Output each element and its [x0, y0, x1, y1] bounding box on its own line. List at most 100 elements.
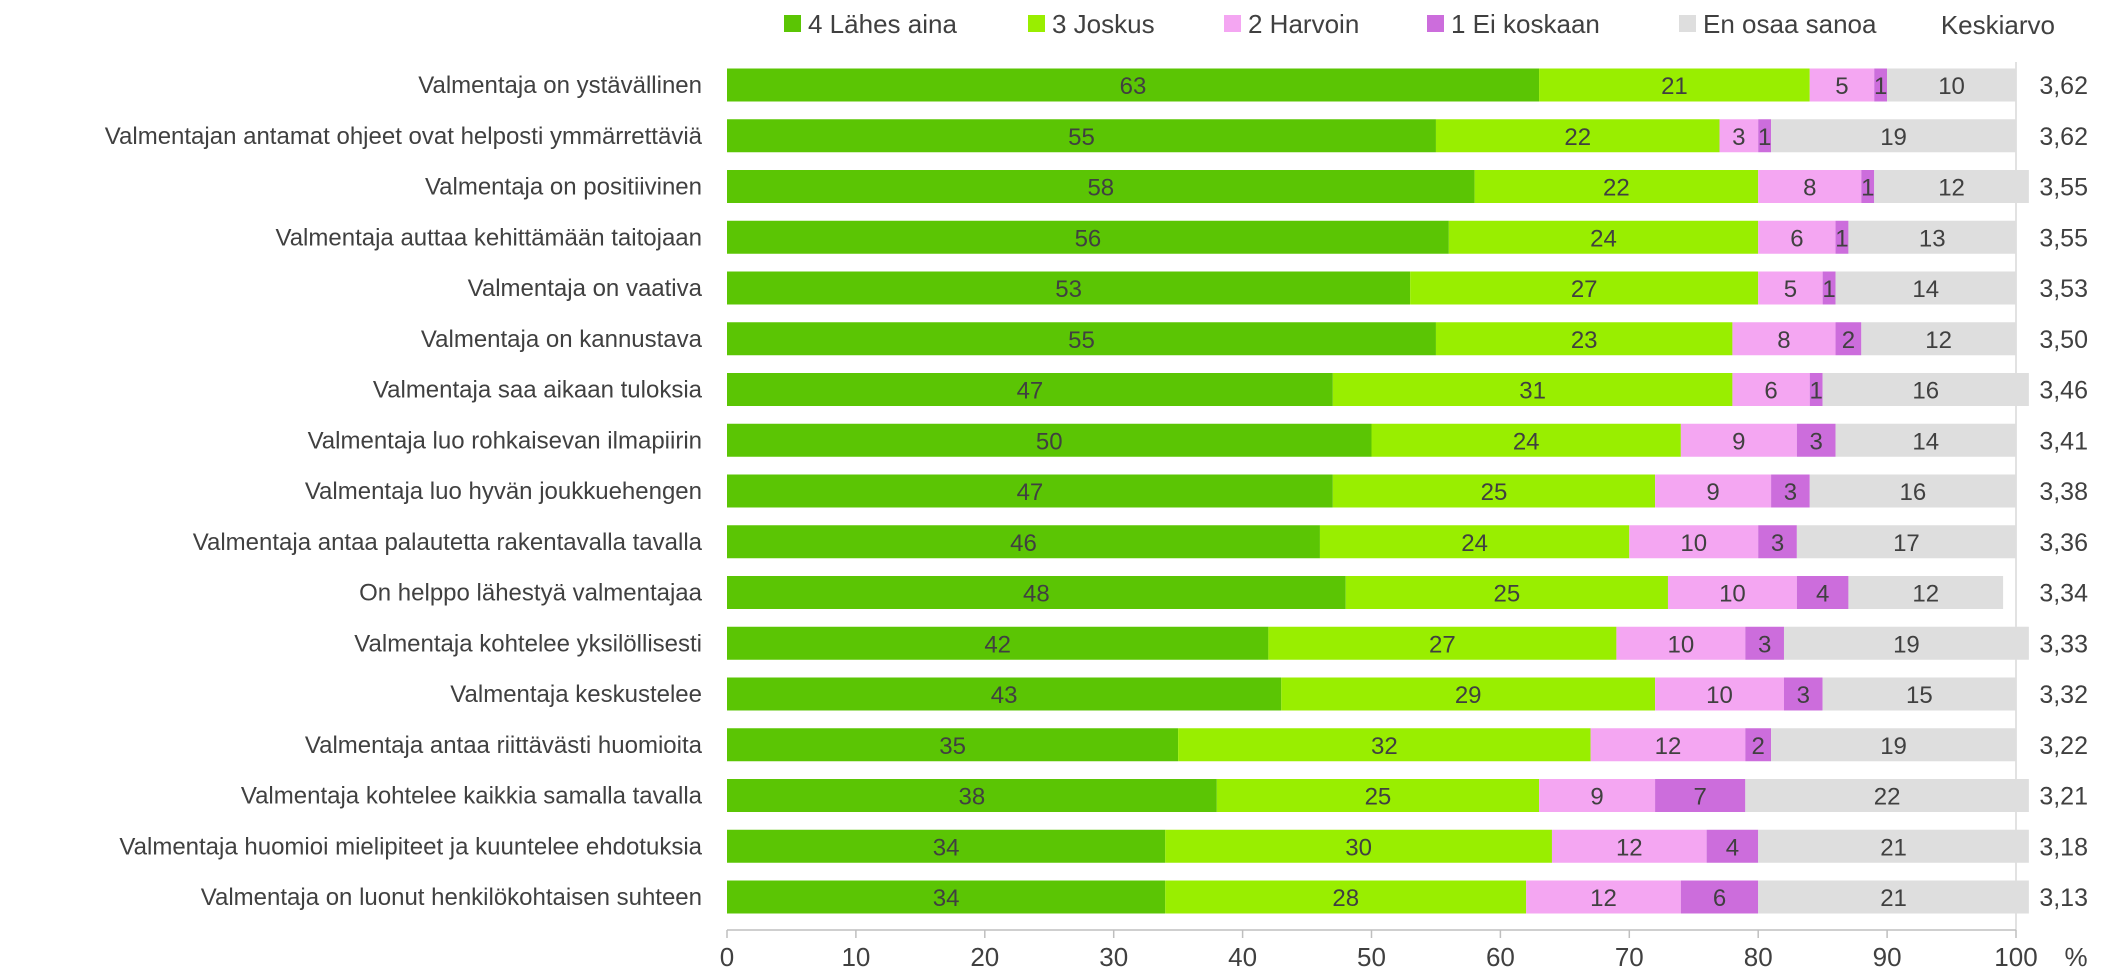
category-label: Valmentaja on luonut henkilökohtaisen su…: [201, 884, 702, 911]
data-label: 19: [1893, 631, 1920, 658]
legend-label: 2 Harvoin: [1248, 9, 1359, 39]
data-label: 1: [1810, 378, 1823, 405]
bar-row: 58 22 8 1 12: [727, 170, 2029, 203]
bar-segment: [1165, 880, 1527, 914]
data-label: 4: [1816, 581, 1829, 608]
bar-segment: [1268, 626, 1617, 660]
data-label: 24: [1590, 225, 1617, 252]
data-label: 46: [1010, 530, 1037, 557]
data-label: 42: [984, 631, 1011, 658]
data-label: 21: [1880, 885, 1907, 912]
bar-segment: [1861, 170, 1875, 203]
data-label: 28: [1332, 885, 1359, 912]
bar-segment: [1835, 220, 1849, 254]
bar-segment: [727, 525, 1320, 559]
bar-row: 56 24 6 1 13: [727, 220, 2016, 254]
bar-segment: [1758, 829, 2029, 863]
data-label: 14: [1912, 276, 1939, 303]
category-label: Valmentaja huomioi mielipiteet ja kuunte…: [119, 833, 702, 860]
mean-value: 3,41: [2039, 427, 2088, 455]
category-labels: Valmentaja on ystävällinen Valmentajan an…: [105, 72, 703, 911]
data-label: 1: [1758, 124, 1771, 151]
legend-item: 3 Joskus: [1028, 9, 1155, 39]
data-label: 3: [1810, 428, 1823, 455]
bar-segment: [1796, 576, 1849, 609]
tick-label: 80: [1744, 942, 1773, 972]
mean-value: 3,22: [2039, 732, 2088, 760]
data-label: 63: [1120, 73, 1147, 100]
data-label: 24: [1513, 428, 1540, 455]
mean-value: 3,46: [2039, 377, 2088, 405]
bar-row: 50 24 9 3 14: [727, 423, 2016, 457]
bar-row: 34 28 12 6 21: [727, 880, 2029, 914]
legend-swatch: [1028, 15, 1045, 32]
category-label: On helppo lähestyä valmentajaa: [359, 580, 703, 607]
data-label: 5: [1784, 276, 1797, 303]
bar-row: 55 22 3 1 19: [727, 119, 2016, 153]
bar-segment: [1809, 68, 1875, 102]
data-label: 2: [1842, 327, 1855, 354]
bar-segment: [1332, 373, 1733, 406]
bar-segment: [1796, 423, 1836, 457]
bar-segment: [727, 170, 1475, 203]
bar-segment: [1629, 525, 1759, 559]
data-label: 3: [1797, 682, 1810, 709]
bar-segment: [1745, 626, 1784, 660]
category-label: Valmentaja keskustelee: [450, 681, 702, 708]
mean-value: 3,33: [2039, 630, 2088, 658]
bar-row: 63 21 5 1 10: [727, 68, 2016, 102]
bar-segment: [1809, 373, 1823, 406]
data-label: 25: [1493, 581, 1520, 608]
bar-segment: [727, 880, 1166, 914]
legend-swatch: [1679, 15, 1696, 32]
bar-segment: [1165, 829, 1552, 863]
data-label: 10: [1938, 73, 1965, 100]
bar-row: 42 27 10 3 19: [727, 626, 2029, 660]
data-label: 19: [1880, 733, 1907, 760]
data-label: 13: [1919, 225, 1946, 252]
bar-segment: [727, 779, 1217, 812]
bar-segment: [1655, 677, 1784, 711]
data-label: 1: [1874, 73, 1887, 100]
data-label: 10: [1719, 581, 1746, 608]
mean-value: 3,55: [2039, 174, 2088, 202]
bar-segment: [727, 728, 1179, 762]
tick-label: 50: [1357, 942, 1386, 972]
data-label: 2: [1752, 733, 1765, 760]
bar-segment: [1655, 779, 1746, 812]
bar-segment: [727, 423, 1372, 457]
bar-segment: [1655, 474, 1772, 508]
data-label: 27: [1571, 276, 1598, 303]
bar-segment: [1835, 322, 1862, 356]
category-label: Valmentaja antaa palautetta rakentavalla…: [193, 529, 703, 556]
mean-value: 3,55: [2039, 224, 2088, 252]
mean-value: 3,18: [2039, 833, 2088, 861]
bar-segment: [1435, 322, 1733, 356]
legend-label: 1 Ei koskaan: [1451, 9, 1600, 39]
bar-segment: [1319, 525, 1630, 559]
data-label: 1: [1822, 276, 1835, 303]
data-label: 4: [1726, 834, 1739, 861]
data-label: 12: [1590, 885, 1617, 912]
category-label: Valmentaja luo rohkaisevan ilmapiirin: [308, 427, 702, 454]
bar-row: 35 32 12 2 19: [727, 728, 2016, 762]
data-label: 14: [1912, 428, 1939, 455]
mean-value: 3,36: [2039, 529, 2088, 557]
data-label: 6: [1764, 378, 1777, 405]
data-label: 3: [1771, 530, 1784, 557]
data-label: 6: [1713, 885, 1726, 912]
bar-segment: [1758, 525, 1797, 559]
tick-label: 0: [720, 942, 734, 972]
data-label: 53: [1055, 276, 1082, 303]
bar-segment: [1216, 779, 1540, 812]
bar-segment: [1758, 220, 1836, 254]
bar-segment: [1783, 626, 2029, 660]
bar-segment: [1874, 170, 2029, 203]
data-label: 25: [1481, 479, 1508, 506]
category-label: Valmentaja saa aikaan tuloksia: [373, 377, 703, 404]
data-label: 12: [1616, 834, 1643, 861]
data-label: 55: [1068, 327, 1095, 354]
bar-segment: [1551, 829, 1707, 863]
